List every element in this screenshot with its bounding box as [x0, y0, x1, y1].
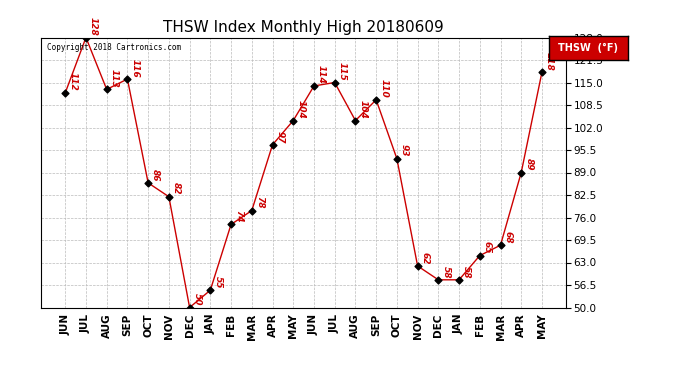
Text: 50: 50: [193, 293, 201, 306]
Text: 82: 82: [172, 183, 181, 195]
Point: [371, 97, 382, 103]
Point: [474, 253, 485, 259]
Text: 114: 114: [317, 66, 326, 84]
Text: 86: 86: [151, 169, 160, 181]
Point: [101, 86, 112, 92]
Text: 58: 58: [462, 266, 471, 278]
Text: THSW  (°F): THSW (°F): [558, 43, 618, 53]
Text: 78: 78: [255, 196, 264, 209]
Text: 55: 55: [213, 276, 222, 288]
Point: [288, 118, 299, 124]
Point: [453, 277, 464, 283]
Text: 89: 89: [524, 158, 533, 171]
Point: [433, 277, 444, 283]
Point: [143, 180, 154, 186]
Text: 113: 113: [110, 69, 119, 88]
Point: [329, 80, 340, 86]
Text: 104: 104: [296, 100, 306, 119]
Point: [226, 221, 237, 227]
Text: 118: 118: [545, 52, 554, 70]
Text: 128: 128: [89, 17, 98, 36]
Point: [184, 304, 195, 310]
Text: 93: 93: [400, 144, 409, 157]
Point: [308, 83, 319, 89]
Title: THSW Index Monthly High 20180609: THSW Index Monthly High 20180609: [164, 20, 444, 35]
Point: [81, 34, 92, 40]
Point: [391, 156, 402, 162]
Text: 58: 58: [442, 266, 451, 278]
Text: 104: 104: [359, 100, 368, 119]
Text: Copyright 2018 Cartronics.com: Copyright 2018 Cartronics.com: [47, 43, 181, 52]
Point: [60, 90, 71, 96]
Text: 68: 68: [504, 231, 513, 243]
Point: [412, 263, 423, 269]
Point: [495, 242, 506, 248]
Point: [515, 170, 526, 176]
Text: 116: 116: [130, 58, 139, 77]
Text: 62: 62: [421, 252, 430, 264]
Point: [205, 287, 216, 293]
Point: [122, 76, 133, 82]
Text: 97: 97: [275, 130, 284, 143]
Text: 110: 110: [380, 80, 388, 98]
Point: [164, 194, 175, 200]
Point: [246, 208, 257, 214]
Point: [350, 118, 361, 124]
Point: [536, 69, 547, 75]
Text: 65: 65: [483, 242, 492, 254]
Point: [267, 142, 278, 148]
Text: 115: 115: [338, 62, 347, 81]
Text: 74: 74: [234, 210, 243, 223]
Text: 112: 112: [68, 72, 77, 91]
